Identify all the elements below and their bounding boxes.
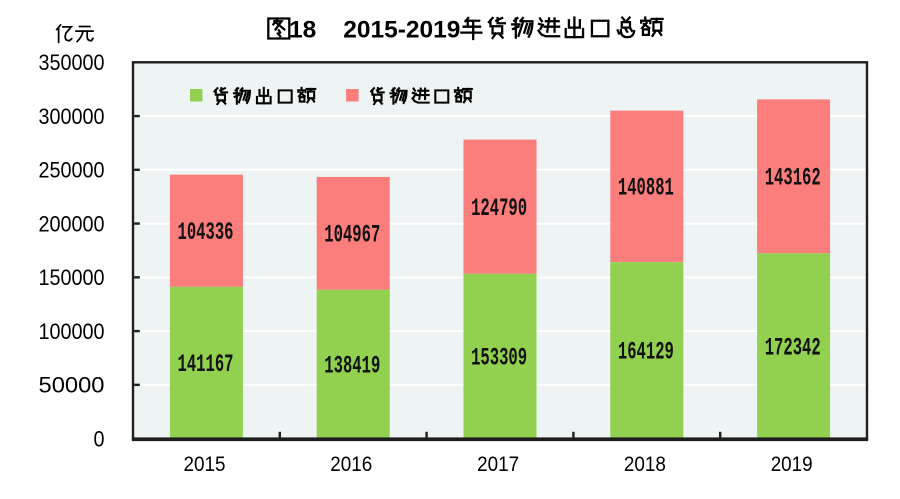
svg-text:250000: 250000 [39, 158, 105, 183]
svg-text:2017: 2017 [477, 452, 519, 476]
svg-text:124790: 124790 [471, 194, 527, 223]
svg-text:153309: 153309 [471, 343, 527, 372]
svg-text:50000: 50000 [39, 373, 105, 398]
svg-text:300000: 300000 [39, 104, 105, 129]
svg-text:164129: 164129 [618, 338, 674, 367]
svg-text:2016: 2016 [330, 452, 372, 476]
svg-text:350000: 350000 [39, 50, 105, 75]
svg-text:200000: 200000 [39, 211, 105, 236]
svg-text:2015-2019: 2015-2019 [343, 17, 460, 44]
svg-text:2015: 2015 [184, 452, 226, 476]
svg-text:143162: 143162 [765, 164, 821, 193]
svg-text:140881: 140881 [618, 174, 674, 203]
svg-text:138419: 138419 [324, 351, 380, 380]
svg-text:104967: 104967 [324, 221, 380, 250]
svg-text:2019: 2019 [771, 452, 813, 476]
svg-text:18: 18 [289, 17, 316, 44]
svg-text:150000: 150000 [39, 265, 105, 290]
svg-text:104336: 104336 [178, 218, 234, 247]
svg-text:141167: 141167 [178, 350, 234, 379]
svg-text:172342: 172342 [765, 333, 821, 362]
svg-text:100000: 100000 [39, 319, 105, 344]
svg-text:0: 0 [94, 427, 105, 452]
svg-text:2018: 2018 [624, 452, 666, 476]
